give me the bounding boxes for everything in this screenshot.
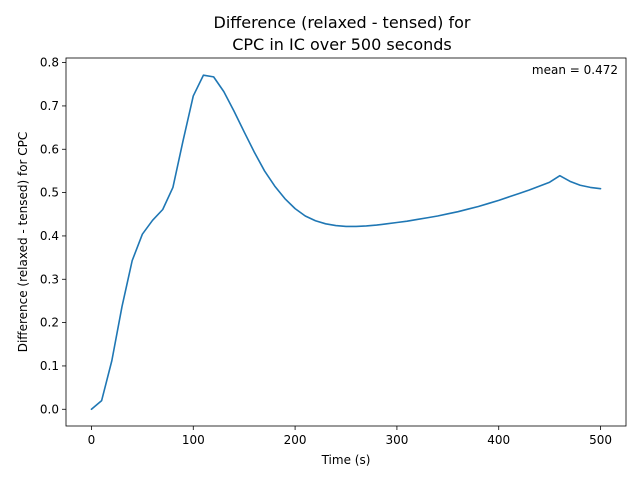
plot-area: [66, 58, 626, 426]
x-tick-label: 300: [385, 433, 408, 447]
plot-frame: [65, 57, 627, 427]
x-axis-label: Time (s): [321, 453, 371, 467]
series-line: [90, 74, 602, 411]
y-tick-label: 0.4: [40, 229, 59, 243]
y-axis-label: Difference (relaxed - tensed) for CPC: [16, 132, 30, 353]
x-tick-label: 500: [589, 433, 612, 447]
y-tick-label: 0.3: [40, 272, 59, 286]
x-tick-label: 200: [284, 433, 307, 447]
y-tick-label: 0.1: [40, 359, 59, 373]
y-tick-label: 0.6: [40, 142, 59, 156]
x-axis-ticks: 0 100 200 300 400 500: [88, 426, 612, 447]
y-tick-label: 0.0: [40, 402, 59, 416]
x-tick-label: 400: [487, 433, 510, 447]
y-tick-label: 0.7: [40, 99, 59, 113]
x-tick-label: 100: [182, 433, 205, 447]
y-tick-label: 0.8: [40, 56, 59, 70]
y-tick-label: 0.5: [40, 186, 59, 200]
chart-title-line2: CPC in IC over 500 seconds: [232, 35, 452, 54]
mean-annotation: mean = 0.472: [532, 63, 618, 77]
y-tick-label: 0.2: [40, 316, 59, 330]
chart-title-line1: Difference (relaxed - tensed) for: [214, 13, 471, 32]
y-axis-ticks: 0.0 0.1 0.2 0.3 0.4 0.5 0.6 0.7 0.8: [40, 56, 66, 416]
x-tick-label: 0: [88, 433, 96, 447]
